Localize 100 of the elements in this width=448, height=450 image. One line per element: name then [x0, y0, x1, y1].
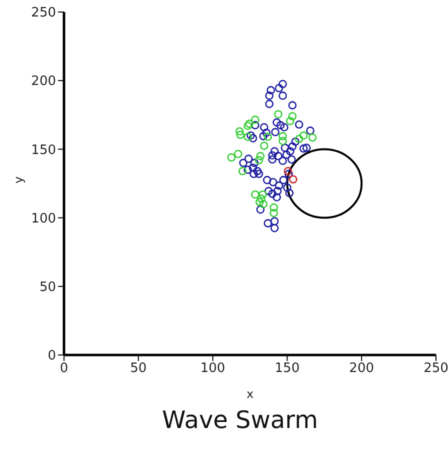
point	[244, 166, 252, 174]
point	[259, 132, 268, 140]
point	[248, 164, 258, 172]
point	[271, 128, 280, 136]
point	[288, 142, 297, 151]
point	[266, 86, 275, 94]
point	[288, 101, 297, 110]
point	[294, 120, 304, 129]
point	[308, 133, 317, 142]
point	[270, 203, 278, 212]
point	[227, 153, 236, 162]
point	[257, 194, 266, 203]
point	[280, 123, 288, 132]
point	[260, 142, 268, 150]
point	[274, 110, 282, 118]
y-tick-label: 0	[48, 348, 56, 364]
point	[259, 200, 268, 208]
point	[299, 144, 308, 153]
point	[268, 151, 276, 160]
point	[286, 116, 294, 126]
point	[262, 176, 272, 184]
y-tick-label: 50	[39, 280, 56, 296]
point	[288, 112, 297, 120]
point	[272, 118, 281, 127]
point	[250, 158, 259, 168]
point	[274, 152, 282, 160]
point	[270, 208, 278, 218]
x-tick-label: 150	[274, 361, 300, 376]
point	[276, 121, 285, 130]
point	[306, 126, 314, 135]
point	[258, 190, 267, 199]
point	[268, 155, 276, 164]
point	[299, 131, 308, 140]
point	[280, 144, 290, 152]
point	[236, 130, 244, 139]
point	[251, 121, 260, 130]
y-tick-label: 100	[31, 211, 56, 226]
y-tick-label: 150	[31, 142, 56, 158]
point	[284, 167, 292, 176]
point	[286, 147, 294, 156]
point	[235, 127, 244, 136]
point	[284, 170, 293, 178]
point	[274, 181, 284, 190]
x-tick-label: 250	[424, 361, 448, 376]
point	[256, 198, 264, 206]
point	[250, 170, 258, 178]
x-tick-label: 200	[349, 361, 374, 376]
point	[244, 154, 253, 163]
point	[245, 120, 254, 128]
point	[279, 176, 288, 184]
y-tick-label: 200	[31, 74, 56, 90]
point	[278, 132, 287, 140]
point	[264, 219, 272, 228]
point	[244, 132, 252, 141]
x-tick-label: 100	[200, 361, 226, 376]
point	[278, 156, 287, 166]
point	[260, 123, 268, 132]
point	[268, 178, 278, 186]
point	[234, 150, 242, 158]
point	[265, 92, 274, 100]
point	[239, 158, 248, 168]
x-tick-label: 0	[60, 361, 68, 376]
point	[253, 167, 262, 176]
point	[285, 188, 294, 198]
point	[244, 122, 252, 130]
point	[270, 147, 279, 156]
point	[256, 205, 265, 214]
point	[274, 84, 284, 92]
point	[282, 150, 291, 159]
point	[256, 152, 265, 160]
text: Wave Swarm	[161, 406, 319, 434]
point	[246, 131, 255, 140]
point	[273, 186, 282, 196]
point	[288, 155, 296, 164]
point	[283, 183, 292, 192]
point	[251, 116, 260, 124]
point	[238, 167, 247, 176]
point	[248, 134, 258, 142]
point	[291, 138, 300, 146]
point	[294, 134, 304, 144]
point	[270, 224, 279, 232]
point	[264, 186, 273, 196]
x-tick-label: 50	[130, 361, 147, 376]
y-tick-label: 250	[31, 6, 56, 21]
point	[289, 175, 298, 184]
point	[251, 190, 260, 199]
point	[265, 100, 274, 108]
x-axis-title: x	[246, 387, 254, 401]
point	[254, 170, 264, 178]
point	[278, 92, 287, 100]
point	[278, 80, 287, 88]
point	[270, 217, 279, 226]
point	[278, 136, 287, 146]
point	[264, 132, 272, 141]
point	[272, 193, 281, 202]
point	[302, 144, 311, 152]
point	[268, 190, 276, 198]
point	[254, 156, 264, 164]
point	[262, 128, 271, 137]
y-axis-title: y	[11, 176, 26, 184]
